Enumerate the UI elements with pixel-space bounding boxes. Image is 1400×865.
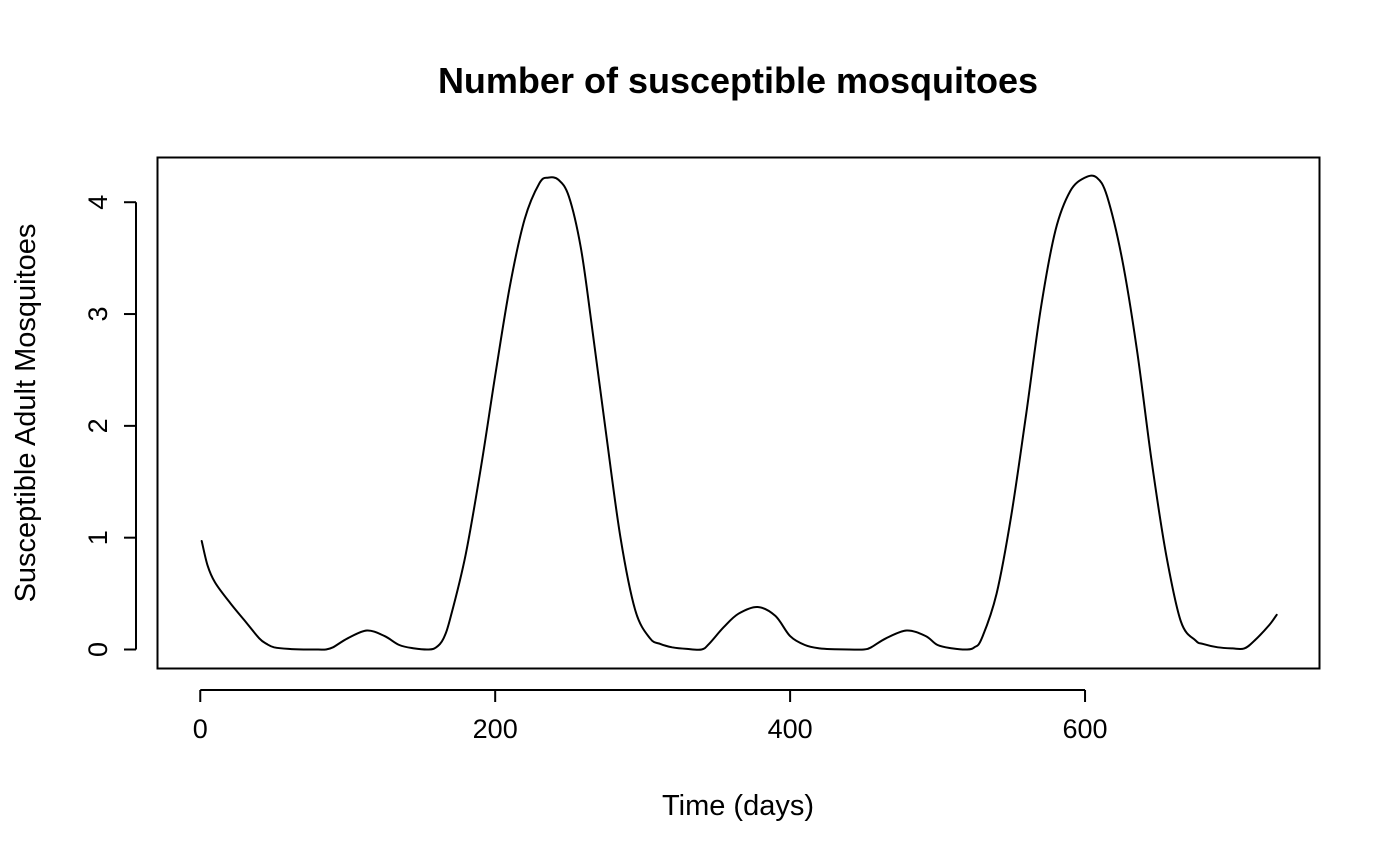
plot-frame bbox=[156, 156, 1321, 670]
chart-title: Number of susceptible mosquitoes bbox=[438, 60, 1038, 101]
y-tick-label: 0 bbox=[83, 642, 113, 657]
y-tick-label: 1 bbox=[83, 530, 113, 545]
x-axis-label: Time (days) bbox=[662, 790, 814, 822]
x-tick-label: 200 bbox=[473, 714, 518, 744]
series-line-susceptible bbox=[200, 174, 1278, 651]
x-tick-label: 400 bbox=[768, 714, 813, 744]
y-axis: 0 1 2 3 4 bbox=[83, 195, 137, 657]
x-tick-label: 600 bbox=[1063, 714, 1108, 744]
y-axis-label: Susceptible Adult Mosquitoes bbox=[10, 224, 42, 603]
y-tick-label: 2 bbox=[83, 418, 113, 433]
x-tick-label: 0 bbox=[193, 714, 208, 744]
y-tick-label: 4 bbox=[83, 195, 113, 210]
x-axis: 0 200 400 600 bbox=[193, 689, 1108, 744]
y-tick-label: 3 bbox=[83, 307, 113, 322]
